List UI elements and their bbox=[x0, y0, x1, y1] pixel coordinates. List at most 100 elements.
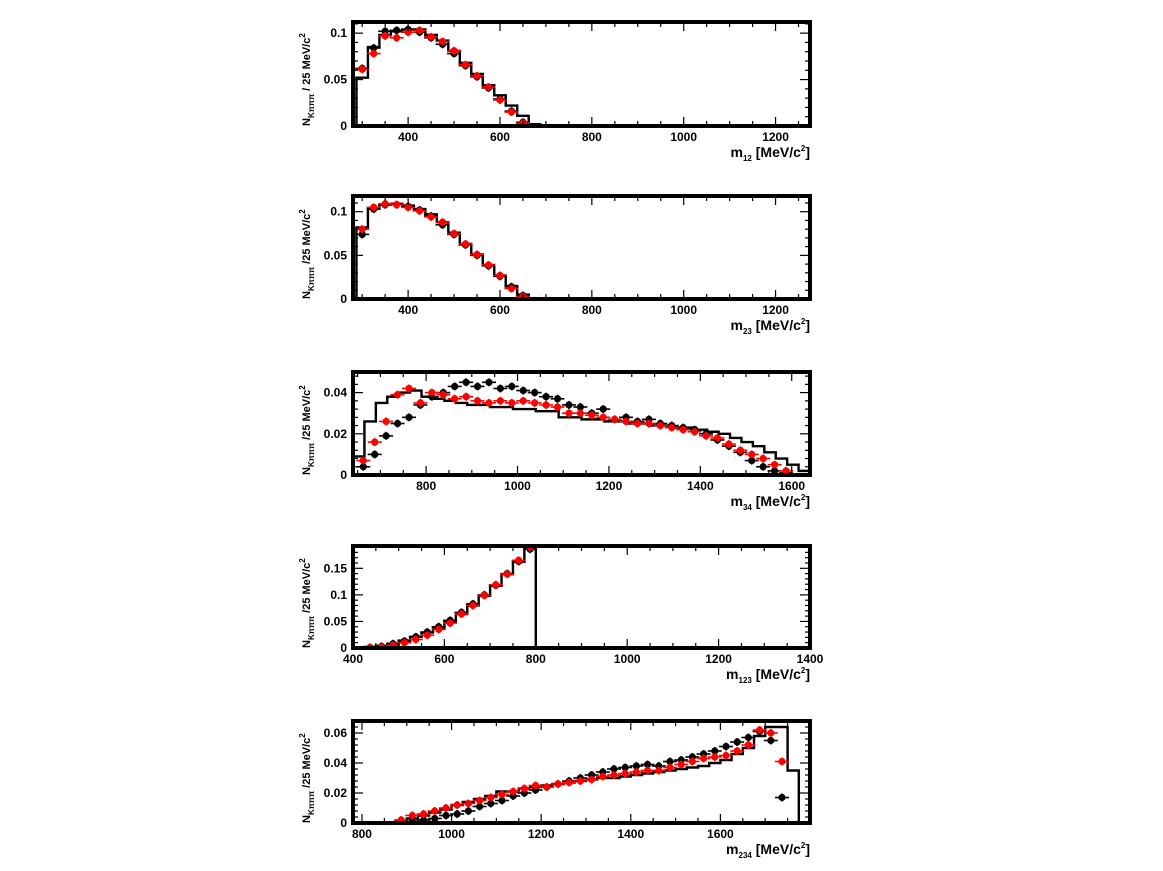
data-point bbox=[464, 807, 472, 815]
data-point bbox=[446, 619, 454, 627]
x-tick-label: 1200 bbox=[762, 303, 789, 317]
data-point bbox=[400, 639, 409, 647]
series-red bbox=[355, 199, 530, 299]
data-point bbox=[469, 601, 477, 610]
data-point bbox=[473, 250, 481, 259]
data-point bbox=[508, 399, 516, 407]
x-tick-label: 800 bbox=[582, 303, 602, 317]
plot-area bbox=[363, 546, 538, 648]
series-red bbox=[363, 546, 538, 648]
x-tick-label: 400 bbox=[398, 130, 418, 144]
plot-area bbox=[355, 199, 530, 299]
data-point bbox=[610, 771, 618, 779]
data-point bbox=[415, 26, 424, 34]
data-point bbox=[496, 96, 504, 104]
data-point bbox=[587, 775, 596, 784]
chart-panel-5: 800 1000 1200 1400 1600 0 0.02 0.04 0.06 m234 [Me… bbox=[298, 719, 812, 860]
data-point bbox=[507, 284, 516, 293]
data-point bbox=[656, 421, 664, 430]
data-point bbox=[382, 432, 390, 440]
data-point bbox=[722, 742, 730, 751]
data-point bbox=[748, 450, 756, 458]
data-point bbox=[542, 393, 550, 401]
x-tick-label: 1000 bbox=[670, 130, 697, 144]
data-point bbox=[666, 763, 674, 772]
data-point bbox=[565, 778, 573, 787]
data-point bbox=[461, 240, 470, 248]
data-point bbox=[554, 780, 562, 788]
data-point bbox=[553, 403, 562, 411]
data-point bbox=[722, 751, 730, 760]
data-point bbox=[462, 378, 470, 386]
x-tick-label: 1200 bbox=[528, 827, 555, 841]
data-point bbox=[370, 203, 378, 211]
data-point bbox=[503, 570, 511, 578]
series-red bbox=[356, 384, 794, 475]
data-point bbox=[435, 625, 443, 634]
data-point bbox=[487, 799, 495, 808]
y-axis-title: NKπππ /25 MeV/c2 bbox=[298, 733, 316, 823]
plot-frame bbox=[351, 370, 812, 477]
data-point bbox=[438, 218, 447, 226]
data-point bbox=[405, 413, 413, 421]
x-tick-label: 1200 bbox=[705, 652, 732, 666]
plot-area bbox=[353, 378, 810, 475]
data-point bbox=[427, 213, 435, 221]
data-point bbox=[359, 463, 367, 471]
data-point bbox=[371, 438, 379, 446]
data-point bbox=[393, 391, 402, 399]
data-point bbox=[744, 733, 752, 742]
y-tick-label: 0.1 bbox=[330, 26, 347, 40]
plot-frame bbox=[351, 20, 812, 128]
data-point bbox=[633, 419, 642, 428]
data-point bbox=[461, 61, 470, 69]
data-point bbox=[736, 446, 744, 454]
y-tick-label: 0.04 bbox=[324, 756, 348, 770]
y-tick-label: 0 bbox=[340, 119, 347, 133]
data-point bbox=[480, 591, 488, 600]
y-tick-label: 0 bbox=[340, 641, 347, 655]
x-tick-label: 1600 bbox=[707, 827, 734, 841]
data-point bbox=[485, 378, 493, 386]
y-tick-label: 0.02 bbox=[324, 427, 348, 441]
data-point bbox=[462, 393, 470, 401]
data-point bbox=[702, 432, 710, 440]
data-point bbox=[419, 810, 428, 818]
y-tick-label: 0.04 bbox=[324, 386, 348, 400]
y-tick-label: 0.02 bbox=[324, 786, 348, 800]
data-point bbox=[428, 389, 436, 397]
data-point bbox=[450, 229, 458, 238]
data-point bbox=[759, 463, 767, 471]
y-axis-title: NKπππ /25 MeV/c2 bbox=[298, 385, 316, 475]
y-tick-label: 0 bbox=[340, 292, 347, 306]
chart-panel-3: 800 1000 1200 1400 1600 0 0.02 0.04 m34 [MeV/c2]… bbox=[298, 370, 812, 512]
data-point bbox=[451, 395, 459, 403]
data-point bbox=[666, 757, 674, 766]
data-point bbox=[498, 790, 506, 799]
data-point bbox=[599, 405, 607, 413]
data-point bbox=[442, 811, 450, 820]
data-point bbox=[621, 763, 629, 772]
histogram-line bbox=[363, 546, 537, 648]
data-point bbox=[588, 411, 596, 419]
plot-frame bbox=[351, 194, 812, 301]
data-point bbox=[699, 754, 708, 763]
data-point bbox=[359, 456, 367, 465]
y-axis-title: NKπππ /25 MeV/c2 bbox=[298, 558, 316, 648]
x-axis-title: m23 [MeV/c2] bbox=[731, 317, 811, 336]
data-point bbox=[408, 811, 416, 820]
data-point bbox=[370, 49, 378, 58]
data-point bbox=[498, 796, 506, 805]
y-tick-label: 0 bbox=[340, 816, 347, 830]
x-tick-label: 400 bbox=[398, 303, 418, 317]
x-tick-label: 1000 bbox=[614, 652, 641, 666]
x-axis-title: m34 [MeV/c2] bbox=[731, 493, 811, 512]
data-point bbox=[748, 456, 756, 465]
plot-area bbox=[355, 25, 542, 126]
data-point bbox=[415, 207, 424, 215]
data-point bbox=[431, 807, 439, 815]
x-tick-label: 800 bbox=[416, 479, 436, 493]
data-point bbox=[755, 726, 764, 734]
x-tick-label: 1000 bbox=[670, 303, 697, 317]
data-point bbox=[520, 784, 528, 793]
